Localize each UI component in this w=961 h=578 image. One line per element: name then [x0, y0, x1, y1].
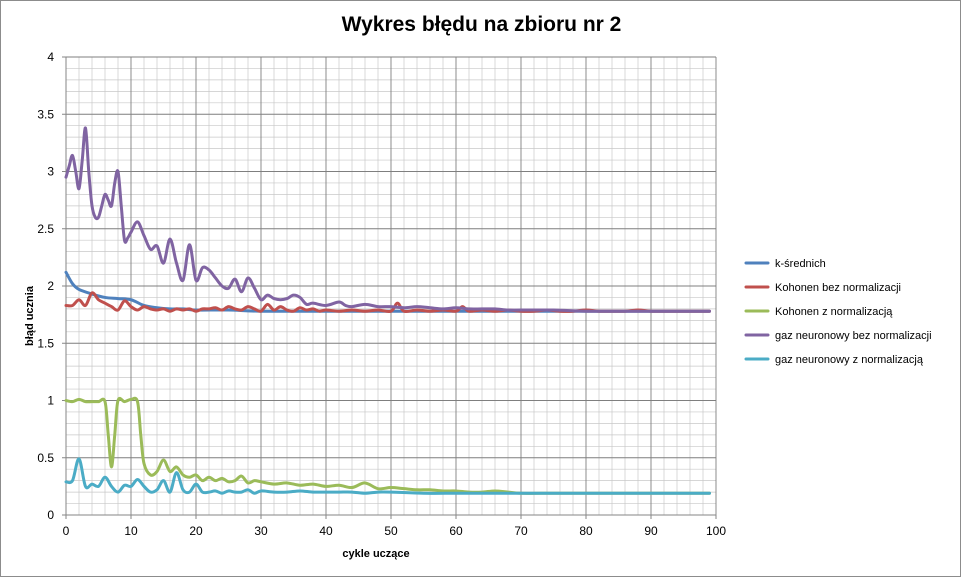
x-tick-label: 100 [706, 524, 726, 538]
y-tick-label: 3.5 [37, 107, 54, 121]
y-tick-label: 1.5 [37, 336, 54, 350]
x-tick-label: 80 [579, 524, 593, 538]
x-tick-label: 0 [63, 524, 70, 538]
x-tick-label: 20 [189, 524, 203, 538]
y-axis-title: błąd ucznia [24, 285, 36, 346]
axes: 0 10 20 30 40 50 60 70 80 90 100 0 0.5 1 1.5 2 2.5 3 3.5 4 [37, 50, 726, 538]
series-lines [64, 126, 711, 495]
legend-label: k-średnich [775, 258, 826, 270]
legend-label: Kohonen bez normalizacji [775, 282, 901, 294]
y-tick-label: 4 [47, 50, 54, 64]
x-tick-label: 90 [644, 524, 658, 538]
y-tick-label: 1 [47, 394, 54, 408]
grid [65, 56, 717, 516]
series-line-gaz-neuronowy-z-normalizacja [64, 457, 711, 495]
x-tick-label: 40 [319, 524, 333, 538]
chart-title: Wykres błędu na zbioru nr 2 [341, 13, 622, 36]
y-tick-label: 2 [47, 279, 54, 293]
y-tick-label: 0.5 [37, 451, 54, 465]
legend-label: gaz neuronowy z normalizacją [775, 354, 924, 366]
y-tick-label: 2.5 [37, 222, 54, 236]
legend-label: gaz neuronowy bez normalizacji [775, 330, 932, 342]
x-axis-title: cykle uczące [342, 548, 409, 560]
x-tick-label: 30 [254, 524, 268, 538]
x-tick-label: 10 [124, 524, 138, 538]
series-line-gaz-neuronowy-bez-normalizacji [64, 126, 711, 313]
y-tick-label: 0 [47, 508, 54, 522]
x-tick-label: 70 [514, 524, 528, 538]
y-tick-label: 3 [47, 165, 54, 179]
legend-label: Kohonen z normalizacją [775, 306, 893, 318]
legend: k-średnich Kohonen bez normalizacji Kohone… [744, 258, 932, 366]
x-tick-label: 50 [384, 524, 398, 538]
x-tick-label: 60 [449, 524, 463, 538]
